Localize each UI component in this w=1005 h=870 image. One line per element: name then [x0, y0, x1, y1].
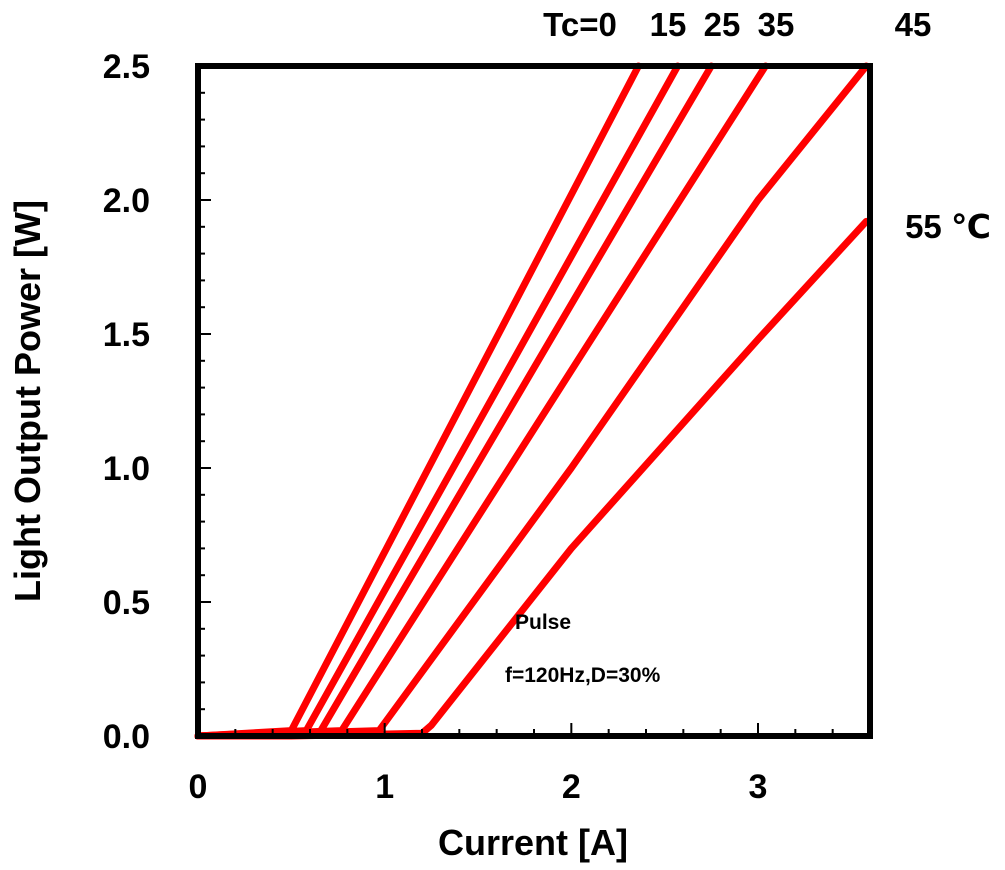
- series-line-5: [194, 217, 870, 740]
- x-tick-label: 3: [749, 768, 768, 806]
- series-label-55: 55 ℃: [905, 208, 991, 245]
- y-tick-label: 2.5: [103, 48, 150, 86]
- series-line-2: [194, 62, 715, 740]
- series-label-25: 25: [704, 6, 741, 43]
- series-line-0: [194, 62, 642, 740]
- series-label-15: 15: [650, 6, 687, 43]
- series-layer: [194, 62, 870, 740]
- y-tick-label: 0.5: [103, 584, 150, 622]
- tick-layer: 0 1 2 3 0.0 0.5 1.0 1.5 2.0 2.5: [103, 48, 871, 806]
- y-tick-label: 0.0: [103, 718, 150, 756]
- series-label-35: 35: [758, 6, 795, 43]
- series-line-3: [194, 62, 769, 740]
- y-tick-label: 2.0: [103, 182, 150, 220]
- series-line-4: [194, 62, 870, 740]
- annotation-frequency-duty: f=120Hz,D=30%: [505, 664, 661, 687]
- x-tick-label: 1: [375, 768, 394, 806]
- series-line-1: [194, 62, 682, 740]
- x-axis-title: Current [A]: [438, 822, 628, 863]
- plot-area-frame: [195, 63, 873, 739]
- series-label-45: 45: [895, 6, 932, 43]
- y-axis-title: Light Output Power [W]: [7, 200, 48, 602]
- x-tick-label: 0: [189, 768, 208, 806]
- y-tick-label: 1.0: [103, 450, 150, 488]
- annotation-pulse: Pulse: [515, 611, 571, 634]
- series-label-tc0: Tc=0: [543, 6, 617, 43]
- x-tick-label: 2: [562, 768, 581, 806]
- y-tick-label: 1.5: [103, 316, 150, 354]
